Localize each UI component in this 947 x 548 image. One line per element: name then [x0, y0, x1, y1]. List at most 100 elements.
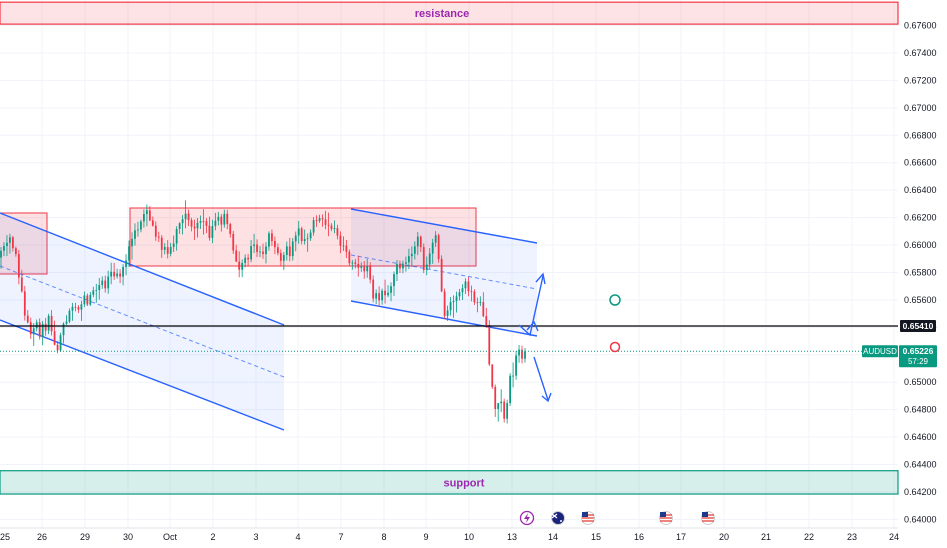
candle-body: [455, 296, 458, 301]
price-tick-label: 0.67200: [904, 75, 937, 85]
candle-body: [250, 246, 252, 260]
candle-body: [220, 216, 223, 225]
bearish-projection-arrow[interactable]: [533, 356, 552, 403]
candle-body: [351, 262, 354, 264]
candle-body: [259, 251, 261, 253]
candle-body: [410, 253, 413, 257]
candle-body: [199, 221, 202, 223]
candle-body: [217, 216, 220, 221]
candle-body: [154, 225, 157, 237]
support-zone[interactable]: support: [0, 470, 899, 495]
time-tick-label: 26: [37, 532, 47, 542]
candle-body: [44, 323, 47, 331]
candle-body: [12, 237, 14, 249]
candle-body: [458, 292, 461, 297]
candle-body: [372, 279, 375, 299]
candle-body: [143, 214, 145, 222]
target-circle-green[interactable]: [609, 294, 621, 306]
time-tick-label: 29: [80, 532, 90, 542]
candle-body: [473, 291, 476, 303]
candle-body: [476, 302, 479, 304]
time-tick-label: 30: [123, 532, 133, 542]
candle-body: [262, 251, 264, 255]
target-circle-red[interactable]: [609, 341, 621, 353]
candle-body: [6, 242, 8, 246]
candle-body: [375, 293, 378, 299]
descending-channel-right[interactable]: [350, 208, 538, 337]
candle-body: [360, 266, 363, 268]
candle-body: [26, 315, 29, 323]
candle-body: [446, 310, 449, 316]
time-axis[interactable]: 25 26 29 30 Oct 2 3 4 7 8 9 10 13 14 15 16 17 20 21 22 23 24: [0, 532, 899, 542]
candle-body: [396, 264, 398, 275]
time-tick-label: 15: [591, 532, 601, 542]
candle-body: [482, 302, 485, 317]
price-tick-label: 0.66800: [904, 130, 937, 140]
price-tick-label: 0.64000: [904, 514, 937, 524]
candle-body: [265, 246, 267, 255]
us-flag-icon[interactable]: [701, 511, 715, 525]
candle-body: [518, 349, 520, 356]
candle-body: [65, 321, 68, 324]
candle-body: [32, 328, 35, 335]
candle-body: [253, 244, 255, 247]
candle-body: [20, 277, 23, 292]
candle-body: [184, 213, 187, 220]
time-tick-label: Oct: [163, 532, 178, 542]
current-price-value: 0.65226: [903, 346, 934, 356]
candle-body: [104, 280, 107, 289]
time-tick-label: 10: [464, 532, 474, 542]
time-tick-label: 20: [719, 532, 729, 542]
left-range-box[interactable]: [0, 212, 48, 275]
candle-body: [309, 232, 312, 239]
candle-body: [390, 286, 392, 293]
price-tick-label: 0.65800: [904, 267, 937, 277]
candle-body: [241, 262, 244, 270]
candle-body: [449, 302, 452, 311]
candle-body: [434, 235, 437, 243]
candle-body: [116, 273, 119, 277]
candle-body: [208, 225, 211, 238]
candle-body: [148, 210, 151, 221]
us-flag-icon[interactable]: [581, 511, 595, 525]
resistance-zone[interactable]: resistance: [0, 1, 899, 25]
bullish-projection-arrow[interactable]: [518, 272, 546, 337]
candle-body: [140, 221, 142, 230]
candle-body: [214, 220, 217, 227]
candlesticks: [0, 200, 526, 424]
descending-channel-left[interactable]: [0, 212, 285, 431]
candle-body: [324, 219, 327, 225]
candle-body: [428, 253, 431, 265]
candle-body: [47, 315, 50, 331]
candle-body: [274, 241, 276, 248]
candle-body: [71, 306, 74, 311]
candle-body: [509, 375, 512, 404]
time-tick-label: 21: [761, 532, 771, 542]
candle-body: [9, 237, 11, 243]
candle-body: [256, 244, 258, 253]
candle-body: [452, 300, 455, 303]
candle-body: [235, 250, 238, 262]
lightning-icon[interactable]: [519, 510, 535, 526]
time-tick-label: 23: [847, 532, 857, 542]
candle-body: [297, 228, 300, 236]
candle-body: [92, 290, 95, 295]
symbol-label: AUDUSD: [863, 347, 897, 356]
candle-body: [56, 344, 59, 351]
candle-body: [345, 245, 348, 252]
candle-body: [416, 236, 419, 247]
candle-body: [363, 266, 366, 272]
event-icons[interactable]: [519, 510, 715, 526]
candle-body: [196, 222, 199, 229]
price-tick-label: 0.64400: [904, 460, 937, 470]
au-flag-icon[interactable]: [551, 511, 565, 525]
candle-body: [38, 322, 41, 337]
candle-body: [166, 247, 169, 254]
candle-body: [470, 291, 473, 292]
candle-body: [500, 401, 503, 404]
candle-body: [101, 280, 104, 285]
price-tick-label: 0.64600: [904, 432, 937, 442]
us-flag-icon[interactable]: [659, 511, 673, 525]
